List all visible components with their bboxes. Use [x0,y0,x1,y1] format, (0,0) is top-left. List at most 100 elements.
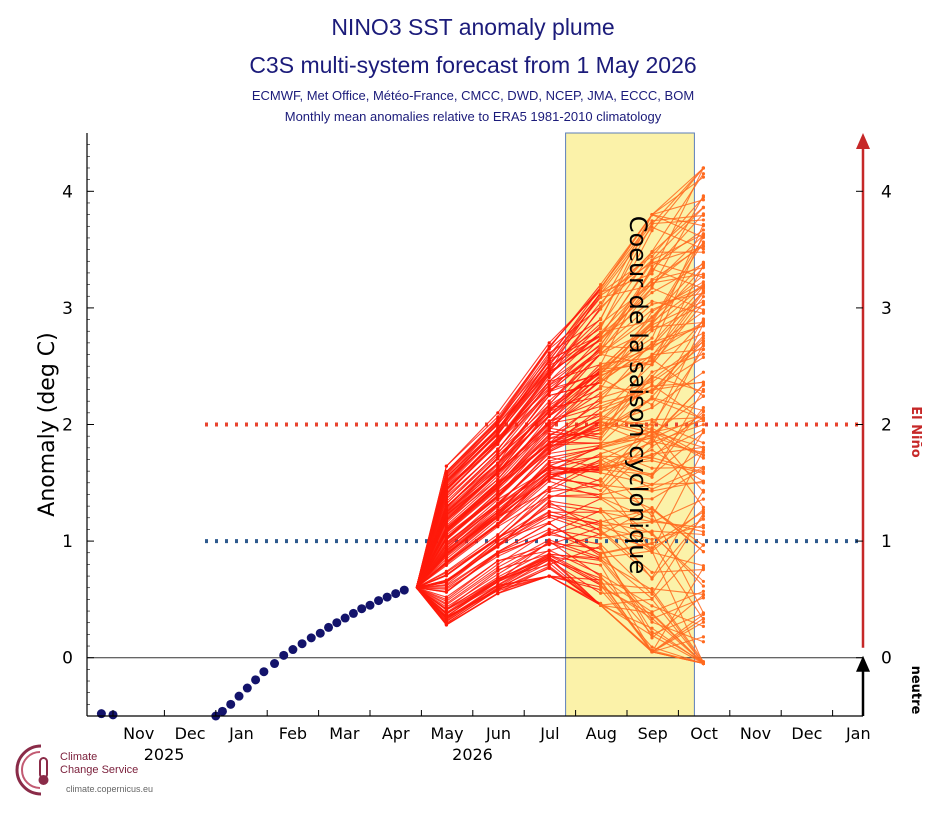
forecast-point [599,419,603,423]
forecast-point [547,541,551,545]
observation-point [96,709,106,719]
forecast-point [599,588,603,592]
forecast-point [650,228,654,233]
forecast-point [547,455,551,459]
observation-point [399,585,409,595]
forecast-point [599,399,603,403]
forecast-point [599,344,603,349]
forecast-point [444,527,448,531]
forecast-point [701,661,706,666]
forecast-point [547,574,551,578]
forecast-point [599,437,603,441]
neutral-arrow [856,655,870,672]
forecast-point [547,538,551,542]
forecast-point [496,447,500,451]
forecast-point [599,556,603,560]
forecast-point [599,387,603,391]
observation-point [288,645,298,655]
forecast-point [547,461,551,465]
x-tick-label: Jul [539,724,559,743]
forecast-point [496,480,500,485]
forecast-point [650,620,654,624]
observation-point [374,596,384,606]
forecast-point [701,453,706,457]
forecast-point [650,466,654,470]
forecast-point [701,450,706,454]
forecast-point [547,375,551,380]
forecast-point [547,347,551,351]
forecast-point [650,320,654,324]
forecast-point [701,342,706,346]
x-tick-label: Apr [382,724,410,743]
forecast-point [701,589,706,593]
forecast-point [701,532,706,537]
forecast-point [701,272,706,276]
forecast-point [496,461,500,465]
forecast-point [650,281,654,285]
forecast-point [547,403,551,407]
forecast-point [547,451,551,456]
forecast-point [650,249,654,254]
forecast-point [599,366,603,370]
forecast-point [599,469,603,473]
forecast-point [650,531,654,535]
forecast-point [599,443,603,448]
forecast-point [650,645,654,649]
forecast-point [650,542,654,546]
forecast-point [650,272,654,276]
forecast-point [701,166,706,170]
y-tick-label-right: 1 [881,532,892,552]
forecast-point [547,399,551,403]
chart-subtitle: C3S multi-system forecast from 1 May 202… [249,52,697,78]
chart-title: NINO3 SST anomaly plume [331,14,615,40]
forecast-point [547,510,551,514]
forecast-point [496,491,500,495]
forecast-point [650,514,654,518]
forecast-point [650,254,654,259]
forecast-point [701,417,706,421]
forecast-point [701,301,706,305]
forecast-point [599,452,603,456]
observation-point [217,706,227,716]
forecast-point [701,517,706,521]
forecast-point [650,418,654,422]
forecast-point [650,537,654,542]
forecast-point [701,592,706,597]
forecast-point [701,240,706,244]
y-tick-label-right: 3 [881,299,892,319]
copernicus-logo [15,744,49,796]
forecast-point [496,536,500,540]
forecast-point [701,543,706,547]
x-tick-label: May [431,724,464,743]
forecast-point [547,441,551,445]
forecast-point [701,394,706,398]
forecast-point [547,341,551,345]
forecast-point [701,568,706,572]
forecast-point [496,415,500,419]
x-tick-label: Jan [228,724,254,743]
forecast-point [496,522,500,526]
forecast-point [547,429,551,433]
forecast-point [701,370,706,374]
forecast-point [701,523,706,527]
forecast-point [701,511,706,516]
forecast-point [650,597,654,601]
forecast-point [547,566,551,570]
forecast-point [650,455,654,460]
forecast-point [701,310,706,314]
forecast-point [701,579,706,584]
forecast-point [599,380,603,384]
forecast-point [547,426,551,430]
x-tick-label: Oct [690,724,718,743]
y-axis-label: Anomaly (deg C) [35,332,60,516]
forecast-point [650,458,654,463]
forecast-point [650,222,654,226]
forecast-point [444,523,448,528]
forecast-point [701,413,706,417]
forecast-point [650,448,654,452]
observation-point [348,608,358,618]
forecast-point [496,477,500,481]
forecast-point [599,305,603,309]
forecast-point [599,407,603,411]
forecast-point [599,547,603,551]
